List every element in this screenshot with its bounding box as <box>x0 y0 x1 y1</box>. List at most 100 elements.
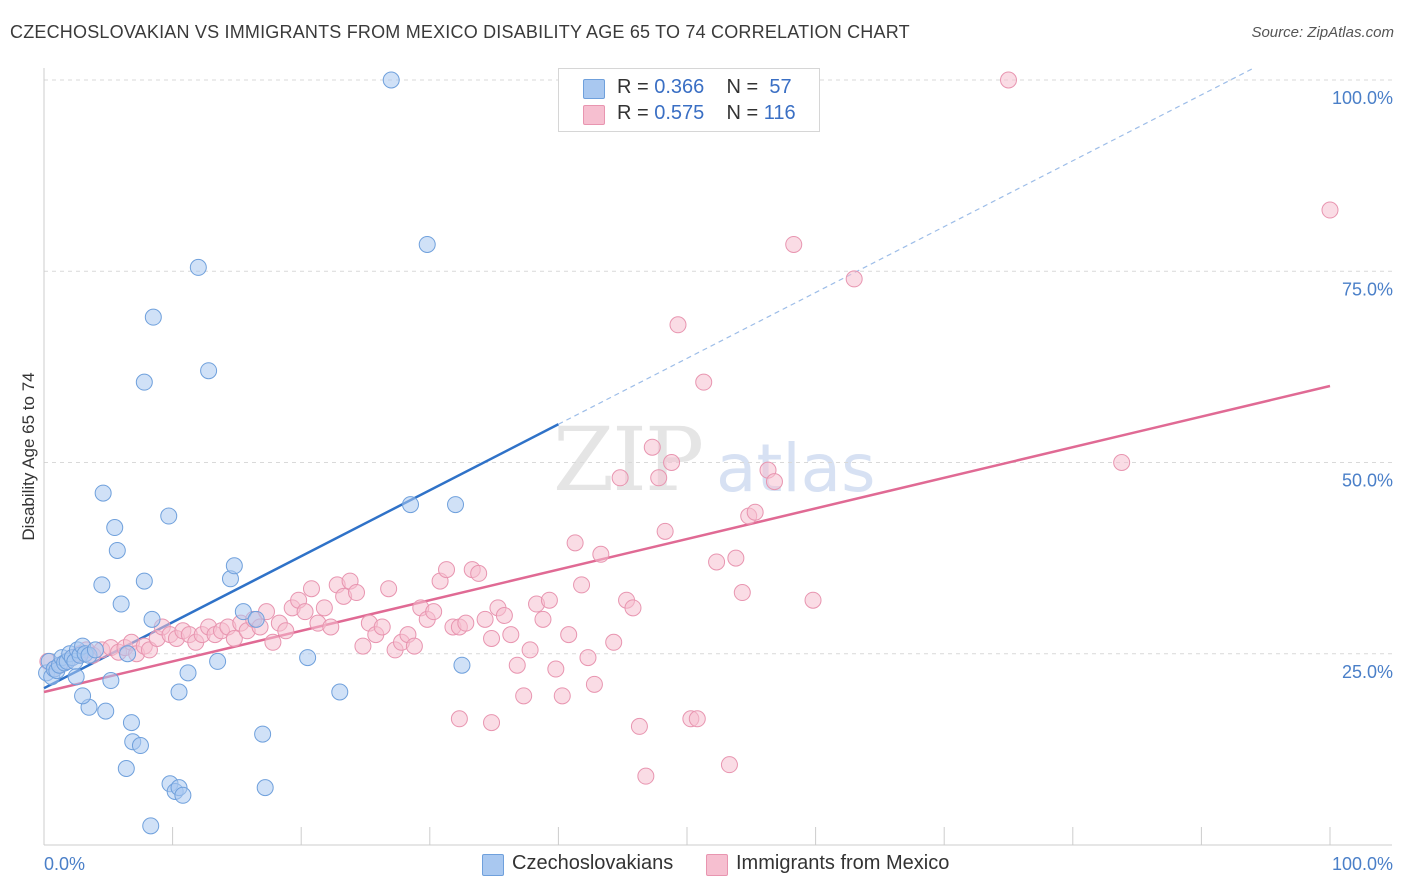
point-czechoslovakian <box>174 786 192 804</box>
y-tick-label: 50.0% <box>1342 471 1393 491</box>
point-czechoslovakian <box>447 496 465 514</box>
point-mexico <box>1000 71 1017 89</box>
point-mexico <box>405 637 423 655</box>
point-mexico <box>540 591 558 609</box>
point-mexico <box>630 717 648 735</box>
point-mexico <box>547 660 565 678</box>
point-mexico <box>560 626 578 644</box>
point-mexico <box>322 618 340 636</box>
point-mexico <box>804 591 822 609</box>
axes <box>43 68 1392 846</box>
point-mexico <box>347 584 365 602</box>
data-points <box>38 71 1339 835</box>
point-mexico <box>1321 201 1339 219</box>
point-mexico <box>845 270 863 288</box>
legend-n-value: 116 <box>763 102 796 124</box>
point-mexico <box>483 714 501 732</box>
point-mexico <box>611 469 629 487</box>
point-mexico <box>663 454 681 471</box>
point-mexico <box>624 599 642 617</box>
point-mexico <box>380 580 398 598</box>
point-czechoslovakian <box>86 641 104 659</box>
legend-n-label: N = <box>726 76 764 98</box>
point-czechoslovakian <box>160 507 178 525</box>
point-czechoslovakian <box>119 645 137 663</box>
point-mexico <box>573 576 591 594</box>
point-mexico <box>495 607 513 624</box>
point-mexico <box>785 235 803 253</box>
x-tick-label: 0.0% <box>44 854 85 874</box>
point-czechoslovakian <box>108 541 126 559</box>
point-czechoslovakian <box>225 557 243 575</box>
point-mexico <box>669 316 687 334</box>
trend-czechoslovakians-extrapolated <box>558 67 1254 425</box>
point-czechoslovakian <box>93 576 111 594</box>
point-mexico <box>476 610 494 628</box>
legend-swatch-blue <box>583 79 605 99</box>
point-mexico <box>457 614 475 632</box>
point-mexico <box>592 545 610 563</box>
point-mexico <box>302 580 320 598</box>
point-czechoslovakian <box>144 308 162 326</box>
point-mexico <box>450 710 468 728</box>
point-czechoslovakian <box>331 683 349 701</box>
point-mexico <box>733 584 751 602</box>
y-tick-label: 25.0% <box>1342 662 1393 682</box>
legend-text: R = 0.366 N = 57 <box>617 76 792 99</box>
point-czechoslovakian <box>299 649 317 667</box>
legend-n-value: 57 <box>769 76 792 98</box>
point-czechoslovakian <box>94 484 112 502</box>
point-czechoslovakian <box>74 687 92 705</box>
point-czechoslovakian <box>142 817 160 835</box>
point-czechoslovakian <box>97 702 115 720</box>
point-mexico <box>605 633 623 651</box>
point-mexico <box>720 756 738 774</box>
point-czechoslovakian <box>453 656 471 674</box>
point-mexico <box>483 629 501 647</box>
point-mexico <box>521 641 539 659</box>
point-czechoslovakian <box>254 725 272 743</box>
bottom-legend-swatch-blue <box>482 854 504 876</box>
point-czechoslovakian <box>382 71 400 89</box>
point-mexico <box>277 622 295 640</box>
point-czechoslovakian <box>112 595 130 613</box>
point-mexico <box>746 503 764 521</box>
point-mexico <box>470 564 488 582</box>
source-label: Source: ZipAtlas.com <box>1251 24 1394 41</box>
point-czechoslovakian <box>102 672 120 690</box>
point-czechoslovakian <box>418 235 436 253</box>
point-mexico <box>508 656 526 674</box>
point-mexico <box>534 610 552 628</box>
y-tick-label: 75.0% <box>1342 279 1393 299</box>
point-mexico <box>315 599 333 617</box>
point-mexico <box>656 522 674 540</box>
point-mexico <box>502 626 520 644</box>
point-mexico <box>354 637 372 655</box>
point-czechoslovakian <box>131 737 149 755</box>
point-mexico <box>296 603 314 621</box>
point-mexico <box>695 373 713 391</box>
point-czechoslovakian <box>135 373 153 391</box>
legend-swatch-pink <box>583 105 605 125</box>
point-czechoslovakian <box>135 572 153 590</box>
y-tick-label: 100.0% <box>1332 88 1393 108</box>
bottom-legend-label: Czechoslovakians <box>512 852 674 874</box>
point-czechoslovakian <box>200 362 218 380</box>
point-mexico <box>650 469 668 487</box>
point-czechoslovakian <box>234 603 252 621</box>
legend-n-label: N = <box>726 102 764 124</box>
point-czechoslovakian <box>117 760 135 777</box>
point-czechoslovakian <box>143 610 161 628</box>
legend-r-value: 0.366 <box>654 76 705 98</box>
point-czechoslovakian <box>67 668 85 686</box>
point-mexico <box>566 534 584 552</box>
point-mexico <box>225 629 243 647</box>
legend-text: R = 0.575 N = 116 <box>617 102 796 125</box>
point-mexico <box>1113 454 1131 471</box>
point-czechoslovakian <box>247 610 265 628</box>
point-mexico <box>553 687 571 705</box>
legend-r-value: 0.575 <box>654 102 705 124</box>
point-czechoslovakian <box>170 683 188 701</box>
y-axis-label: Disability Age 65 to 74 <box>19 372 38 540</box>
